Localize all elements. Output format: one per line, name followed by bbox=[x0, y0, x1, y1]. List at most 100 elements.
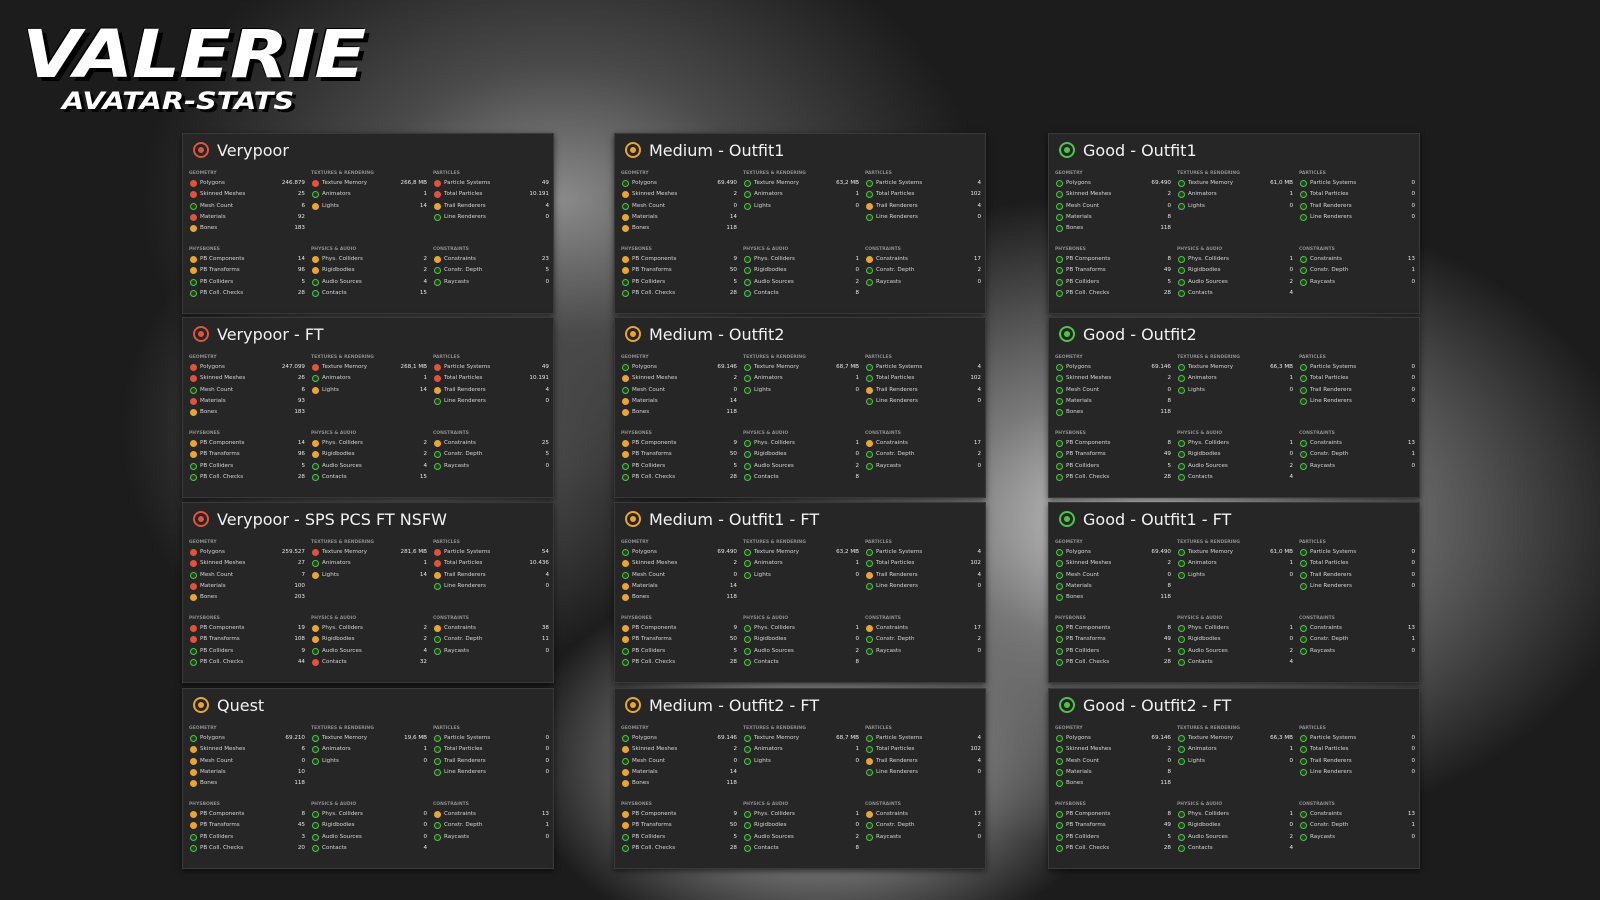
status-icon bbox=[744, 386, 751, 394]
stat-label: Bones bbox=[632, 409, 650, 416]
stat-row: Constr. Depth 1 bbox=[1299, 634, 1415, 644]
stats-panel: Verypoor - SPS PCS FT NSFW GEOMETRY Polygo… bbox=[182, 502, 554, 683]
status-icon bbox=[1056, 202, 1063, 210]
status-icon bbox=[434, 811, 441, 818]
section-title: PARTICLES bbox=[865, 171, 892, 176]
section-title: PARTICLES bbox=[1299, 171, 1326, 176]
stat-value: 13 bbox=[1407, 256, 1415, 262]
stat-row: PB Components 8 bbox=[189, 809, 305, 819]
stat-label: Mesh Count bbox=[1066, 386, 1100, 393]
stat-label: Constraints bbox=[1310, 256, 1342, 262]
stat-label: Bones bbox=[200, 594, 218, 601]
stat-row: PB Transforms 50 bbox=[621, 265, 737, 275]
stat-value: 0 bbox=[545, 582, 549, 589]
stat-value: 1 bbox=[423, 375, 427, 382]
stat-label: PB Components bbox=[200, 440, 245, 446]
stat-label: PB Transforms bbox=[1066, 636, 1106, 643]
stat-row: Materials 8 bbox=[1055, 767, 1171, 777]
stat-row: Audio Sources 2 bbox=[1177, 277, 1293, 287]
stat-row: Total Particles 102 bbox=[865, 558, 981, 568]
stat-label: PB Colliders bbox=[200, 833, 234, 840]
stat-label: Texture Memory bbox=[754, 735, 800, 741]
stat-value: 0 bbox=[855, 822, 859, 829]
panel-title: Good - Outfit2 - FT bbox=[1083, 696, 1232, 715]
stat-label: Phys. Colliders bbox=[1188, 440, 1229, 446]
stat-value: 0 bbox=[1411, 191, 1415, 198]
stat-value: 0 bbox=[423, 757, 427, 764]
status-icon bbox=[434, 735, 441, 742]
stat-value: 8 bbox=[1167, 213, 1171, 220]
stat-label: Phys. Colliders bbox=[1188, 811, 1229, 817]
stat-row: Constraints 25 bbox=[433, 438, 549, 448]
status-icon bbox=[1300, 386, 1307, 394]
stat-value: 66,3 MB bbox=[1270, 364, 1293, 370]
stat-row: Phys. Colliders 2 bbox=[311, 623, 427, 633]
status-icon bbox=[312, 746, 319, 754]
stat-value: 0 bbox=[545, 735, 549, 741]
stat-row: Line Renderers 0 bbox=[1299, 581, 1415, 591]
stat-label: Phys. Colliders bbox=[754, 625, 795, 631]
stat-value: 4 bbox=[977, 202, 981, 209]
stat-label: Texture Memory bbox=[1188, 180, 1234, 186]
stat-row: Mesh Count 6 bbox=[189, 201, 305, 211]
stat-row: Line Renderers 0 bbox=[865, 212, 981, 222]
stat-value: 0 bbox=[545, 278, 549, 285]
stat-label: Line Renderers bbox=[876, 768, 918, 775]
status-icon bbox=[866, 202, 873, 210]
status-icon bbox=[866, 833, 873, 841]
stat-row: Contacts 4 bbox=[1177, 288, 1293, 298]
stat-label: PB Colliders bbox=[1066, 462, 1100, 469]
stat-label: Contacts bbox=[1188, 473, 1213, 480]
stat-label: Constraints bbox=[444, 625, 476, 631]
stat-value: 100 bbox=[294, 582, 305, 589]
stat-value: 2 bbox=[977, 451, 981, 458]
status-icon bbox=[312, 549, 319, 556]
stat-value: 68,7 MB bbox=[836, 364, 859, 370]
stat-label: Raycasts bbox=[1310, 833, 1336, 840]
stat-value: 50 bbox=[729, 451, 737, 458]
status-icon bbox=[622, 658, 629, 666]
stat-label: Raycasts bbox=[444, 278, 470, 285]
stat-row: PB Colliders 5 bbox=[189, 277, 305, 287]
section-title: TEXTURES & RENDERING bbox=[311, 171, 374, 176]
status-icon bbox=[744, 647, 751, 655]
stat-label: PB Transforms bbox=[200, 636, 240, 643]
status-icon bbox=[1300, 571, 1307, 579]
stat-value: 5 bbox=[733, 278, 737, 285]
stat-label: Line Renderers bbox=[444, 397, 486, 404]
stat-value: 118 bbox=[294, 780, 305, 787]
stat-row: PB Components 8 bbox=[1055, 438, 1171, 448]
stat-row: Rigidbodies 0 bbox=[743, 634, 859, 644]
stat-value: 0 bbox=[545, 833, 549, 840]
stat-label: Trail Renderers bbox=[444, 757, 486, 764]
status-icon bbox=[866, 278, 873, 286]
stat-label: PB Coll. Checks bbox=[632, 289, 676, 296]
stat-row: Line Renderers 0 bbox=[433, 581, 549, 591]
stat-row: Polygons 69.490 bbox=[621, 547, 737, 557]
stat-row: Texture Memory 63,2 MB bbox=[743, 178, 859, 188]
stat-label: Skinned Meshes bbox=[200, 191, 246, 198]
stat-row: Polygons 69.210 bbox=[189, 733, 305, 743]
status-icon bbox=[622, 636, 629, 644]
stat-row: Rigidbodies 0 bbox=[1177, 265, 1293, 275]
status-icon bbox=[312, 844, 319, 852]
status-icon bbox=[622, 833, 629, 841]
section-title: TEXTURES & RENDERING bbox=[1177, 355, 1240, 360]
stat-label: Animators bbox=[754, 560, 783, 567]
stat-label: Constr. Depth bbox=[444, 636, 483, 643]
stats-panel: Medium - Outfit2 GEOMETRY Polygons 69.146 Sk… bbox=[614, 317, 986, 498]
section-title: GEOMETRY bbox=[1055, 540, 1083, 545]
status-icon bbox=[1300, 451, 1307, 459]
stat-label: PB Components bbox=[200, 256, 245, 262]
stat-row: Materials 8 bbox=[1055, 581, 1171, 591]
stat-label: Particle Systems bbox=[1310, 364, 1357, 370]
stat-value: 8 bbox=[1167, 582, 1171, 589]
status-icon bbox=[1056, 560, 1063, 568]
stat-row: Constraints 23 bbox=[433, 254, 549, 264]
stat-label: Line Renderers bbox=[444, 213, 486, 220]
stat-label: Materials bbox=[200, 582, 226, 589]
stat-value: 0 bbox=[855, 636, 859, 643]
status-icon bbox=[434, 833, 441, 841]
stat-value: 63,2 MB bbox=[836, 180, 859, 186]
